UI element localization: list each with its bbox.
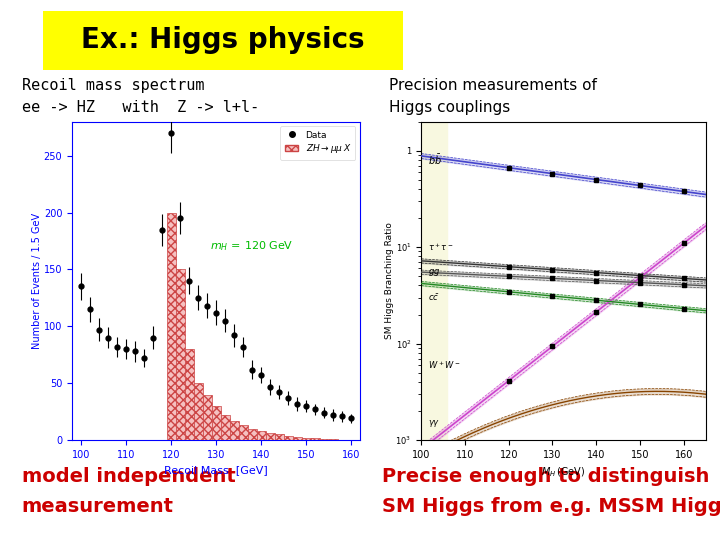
Bar	[212, 406, 220, 440]
Bar	[310, 438, 320, 440]
Text: $\gamma\gamma$: $\gamma\gamma$	[428, 417, 440, 429]
Bar	[320, 439, 328, 440]
Bar	[256, 431, 266, 440]
Bar	[220, 415, 230, 440]
Bar	[238, 426, 248, 440]
Bar	[248, 429, 256, 440]
Text: $m_H\,=\,120\;\mathrm{GeV}$: $m_H\,=\,120\;\mathrm{GeV}$	[210, 239, 294, 253]
Text: measurement: measurement	[22, 497, 174, 516]
Bar	[421, 122, 447, 440]
Bar	[302, 438, 310, 440]
Text: Precision measurements of: Precision measurements of	[389, 78, 597, 93]
Bar	[166, 213, 176, 440]
Text: Precise enough to distinguish: Precise enough to distinguish	[382, 467, 709, 486]
Text: model independent: model independent	[22, 467, 235, 486]
Bar	[230, 421, 238, 440]
FancyBboxPatch shape	[43, 11, 403, 70]
X-axis label: Recoil Mass  [GeV]: Recoil Mass [GeV]	[164, 465, 268, 475]
Bar	[328, 439, 338, 440]
Bar	[202, 395, 212, 440]
Bar	[176, 269, 184, 440]
Text: $gg$: $gg$	[428, 267, 440, 278]
Text: Higgs couplings: Higgs couplings	[389, 100, 510, 115]
Y-axis label: SM Higgs Branching Ratio: SM Higgs Branching Ratio	[385, 222, 394, 339]
Y-axis label: Number of Events / 1.5 GeV: Number of Events / 1.5 GeV	[32, 213, 42, 349]
Bar	[184, 349, 194, 440]
Text: $b\bar{b}$: $b\bar{b}$	[428, 153, 441, 167]
Bar	[194, 383, 202, 440]
Bar	[274, 434, 284, 440]
Bar	[266, 433, 274, 440]
X-axis label: $M_H\,(\mathrm{GeV})$: $M_H\,(\mathrm{GeV})$	[541, 465, 585, 479]
Bar	[284, 436, 292, 440]
Text: Ex.: Higgs physics: Ex.: Higgs physics	[81, 26, 365, 55]
Text: $W^+W^-$: $W^+W^-$	[428, 359, 461, 371]
Bar	[292, 437, 302, 440]
Text: $c\bar{c}$: $c\bar{c}$	[428, 292, 439, 303]
Text: SM Higgs from e.g. MSSM Higgs: SM Higgs from e.g. MSSM Higgs	[382, 497, 720, 516]
Text: Recoil mass spectrum: Recoil mass spectrum	[22, 78, 204, 93]
Text: $\tau^+\tau^-$: $\tau^+\tau^-$	[428, 241, 454, 253]
Legend: Data, $ZH\rightarrow\mu\mu\,X$: Data, $ZH\rightarrow\mu\mu\,X$	[280, 126, 356, 160]
Text: ee -> HZ   with  Z -> l+l-: ee -> HZ with Z -> l+l-	[22, 100, 259, 115]
